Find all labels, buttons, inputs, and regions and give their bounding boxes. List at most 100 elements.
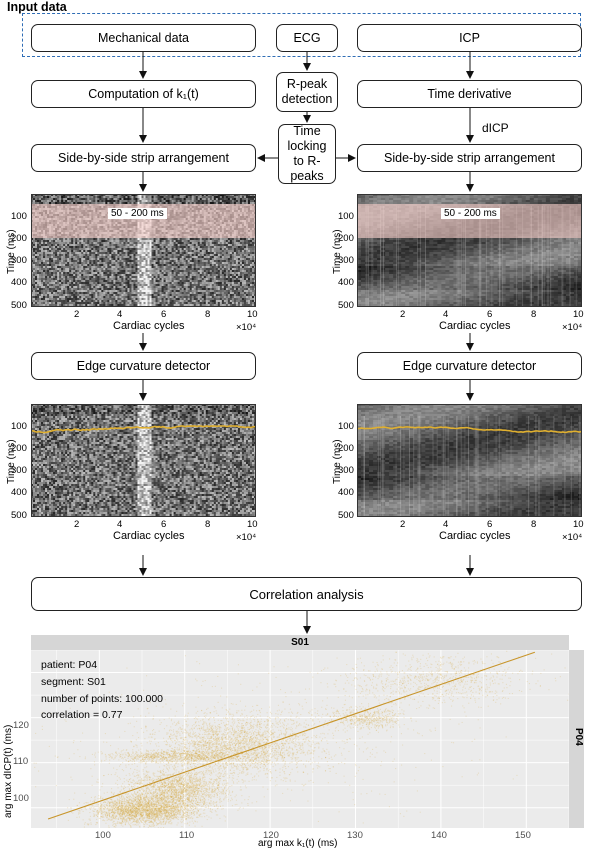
scatter-point: [235, 799, 237, 801]
scatter-point: [156, 775, 158, 777]
scatter-point: [168, 811, 170, 813]
scatter-point: [180, 782, 182, 784]
scatter-point: [140, 799, 142, 801]
scatter-point: [175, 802, 177, 804]
scatter-point: [120, 810, 122, 812]
scatter-point: [160, 804, 162, 806]
y-tick: 300: [11, 255, 27, 266]
scatter-point: [147, 786, 149, 788]
scatter-point: [141, 815, 143, 817]
scatter-point: [124, 809, 126, 811]
scatter-point: [132, 799, 134, 801]
scatter-point: [188, 786, 190, 788]
scatter-point: [150, 809, 152, 811]
scatter-point: [126, 797, 128, 799]
scatter-point: [131, 817, 133, 819]
scatter-point: [116, 802, 118, 804]
scatter-point: [154, 772, 156, 774]
scatter-point: [172, 806, 174, 808]
scatter-point: [146, 812, 148, 814]
scatter-point: [172, 797, 174, 799]
scatter-point: [140, 814, 142, 816]
scatter-point: [208, 771, 210, 773]
scatter-point: [142, 803, 144, 805]
scatter-point: [242, 758, 244, 760]
scatter-point: [161, 810, 163, 812]
scatter-point: [136, 822, 138, 824]
scatter-point: [180, 792, 182, 794]
scatter-point: [132, 809, 134, 811]
scatter-point: [100, 816, 102, 818]
scatter-point: [147, 796, 149, 798]
scatter-point: [222, 783, 224, 785]
scatter-point: [157, 785, 159, 787]
scatter-point: [187, 805, 189, 807]
scatter-point: [176, 795, 178, 797]
scatter-point: [166, 792, 168, 794]
scatter-point: [167, 789, 169, 791]
scatter-point: [195, 786, 197, 788]
scatter-point: [124, 812, 126, 814]
scatter-point: [111, 815, 113, 817]
scatter-point: [158, 813, 160, 815]
scatter-point: [93, 815, 95, 817]
scatter-point: [179, 785, 181, 787]
scatter-point: [195, 795, 197, 797]
scatter-point: [158, 802, 160, 804]
scatter-point: [145, 805, 147, 807]
scatter-point: [156, 812, 158, 814]
scatter-point: [156, 797, 158, 799]
scatter-point: [146, 809, 148, 811]
scatter-point: [112, 807, 114, 809]
scatter-point: [124, 822, 126, 824]
scatter-point: [150, 786, 152, 788]
scatter-point: [166, 809, 168, 811]
scatter-point: [99, 809, 101, 811]
scatter-point: [174, 792, 176, 794]
scatter-point: [170, 798, 172, 800]
scatter-point: [148, 804, 150, 806]
scatter-point: [131, 806, 133, 808]
scatter-point: [177, 794, 179, 796]
scatter-point: [190, 756, 192, 758]
scatter-point: [158, 802, 160, 804]
scatter-point: [246, 735, 248, 737]
heatmap-k1-edges: [30, 404, 257, 518]
scatter-point: [172, 811, 174, 813]
scatter-point: [135, 812, 137, 814]
scatter-point: [106, 804, 108, 806]
scatter-point: [168, 766, 170, 768]
scatter-point: [121, 817, 123, 819]
scatter-point: [164, 807, 166, 809]
scatter-point: [140, 781, 142, 783]
scatter-point: [135, 804, 137, 806]
scatter-point: [157, 770, 159, 772]
scatter-point: [127, 817, 129, 819]
scatter-point: [105, 801, 107, 803]
scatter-point: [137, 797, 139, 799]
scatter-point: [147, 802, 149, 804]
scatter-point: [166, 806, 168, 808]
scatter-point: [142, 804, 144, 806]
scatter-point: [181, 782, 183, 784]
scatter-point: [142, 809, 144, 811]
scatter-point: [150, 801, 152, 803]
scatter-point: [159, 809, 161, 811]
scatter-point: [173, 794, 175, 796]
scatter-point: [187, 786, 189, 788]
scatter-point: [137, 812, 139, 814]
scatter-point: [146, 809, 148, 811]
scatter-point: [217, 766, 219, 768]
scatter-point: [176, 824, 178, 826]
scatter-point: [146, 777, 148, 779]
scatter-point: [101, 813, 103, 815]
scatter-point: [188, 783, 190, 785]
scatter-point: [160, 811, 162, 813]
scatter-point: [176, 781, 178, 783]
scatter-point: [148, 776, 150, 778]
scatter-point: [159, 770, 161, 772]
scatter-point: [167, 801, 169, 803]
scatter-point: [120, 785, 122, 787]
scatter-point: [163, 796, 165, 798]
scatter-point: [204, 797, 206, 799]
